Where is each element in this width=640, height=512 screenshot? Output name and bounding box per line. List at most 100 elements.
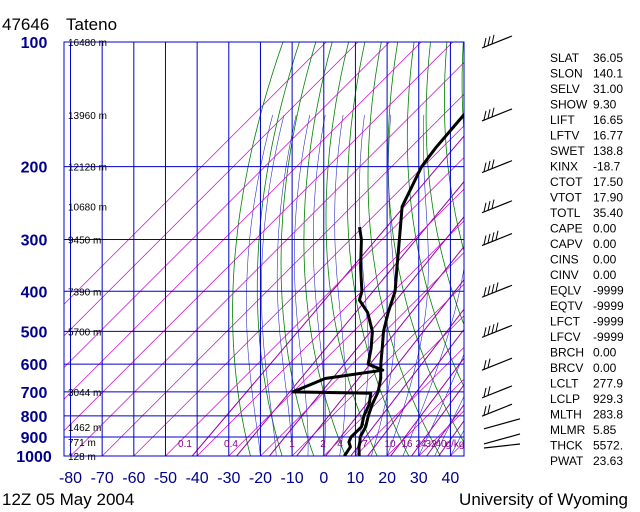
index-value: 17.90 — [593, 191, 623, 205]
index-name: VTOT — [550, 191, 582, 205]
dry-adiabat — [406, 42, 464, 388]
index-name: SWET — [550, 144, 585, 158]
mixing-ratio-label: 32 — [425, 439, 437, 450]
wind-barb-flag — [483, 287, 487, 297]
wind-barb-flag — [487, 404, 491, 414]
isotherm — [165, 157, 464, 456]
wind-barb-flag — [483, 162, 487, 172]
index-name: BRCV — [550, 361, 583, 375]
wind-barb — [483, 433, 521, 445]
pressure-tick-label: 700 — [21, 385, 48, 402]
dry-adiabat — [425, 42, 464, 326]
wind-barb-staff — [483, 433, 521, 445]
index-name: CINV — [550, 268, 579, 282]
index-name: KINX — [550, 160, 578, 174]
isotherm — [323, 315, 464, 456]
wind-barb-flag — [483, 37, 487, 48]
wind-barb — [483, 443, 521, 449]
grid — [63, 41, 465, 457]
wind-barb-flag — [483, 235, 487, 245]
pressure-tick-label: 900 — [21, 430, 48, 447]
wind-barb-staff — [481, 385, 513, 399]
wind-barb-staff — [481, 357, 513, 371]
wind-barb — [481, 159, 513, 174]
temperature-tick-label: 20 — [378, 470, 396, 487]
temperature-tick-label: -20 — [249, 470, 272, 487]
moist-adiabat — [371, 114, 396, 456]
isotherm — [101, 93, 464, 456]
index-name: LFTV — [550, 129, 579, 143]
wind-barb-flag — [495, 230, 499, 240]
mixing-ratio-label: 0.1 — [178, 439, 192, 450]
station-id: 47646 — [2, 15, 49, 34]
mixing-ratio-line — [191, 135, 464, 456]
wind-barb — [481, 230, 513, 247]
index-value: -9999 — [593, 284, 624, 298]
temperature-tick-label: -40 — [186, 470, 209, 487]
index-name: LCLP — [550, 392, 580, 406]
moist-adiabat — [418, 353, 464, 456]
height-label: 10680 m — [68, 203, 107, 214]
temperature-tick-label: -10 — [281, 470, 304, 487]
isotherm — [291, 283, 464, 456]
profiles — [291, 112, 464, 456]
stability-indices: SLAT 36.05 SLON 140.1 SELV 31.00 SHOW 9.30 LIFT 1… — [550, 51, 624, 468]
index-name: CAPE — [550, 222, 583, 236]
wind-barb-staff — [481, 403, 513, 417]
wind-barb-flag — [487, 201, 491, 211]
index-value: 0.00 — [593, 361, 617, 375]
index-name: SHOW — [550, 98, 588, 112]
moist-adiabat — [276, 114, 297, 456]
index-value: 35.40 — [593, 206, 623, 220]
index-value: 283.8 — [593, 408, 623, 422]
index-value: 23.63 — [593, 454, 623, 468]
temperature-tick-label: -70 — [91, 470, 114, 487]
index-value: 16.65 — [593, 113, 623, 127]
index-name: SELV — [550, 82, 580, 96]
pressure-tick-label: 400 — [21, 284, 48, 301]
wind-barb-flag — [487, 325, 491, 335]
mixing-ratio-line — [296, 245, 464, 456]
wind-barb — [481, 34, 513, 49]
index-name: LFCV — [550, 330, 581, 344]
index-value: 9.30 — [593, 98, 617, 112]
dry-adiabat — [346, 42, 410, 456]
wind-barb-flag — [487, 386, 491, 396]
height-label: 9450 m — [68, 236, 101, 247]
index-name: SLON — [550, 67, 583, 81]
index-value: 0.00 — [593, 237, 617, 251]
wind-barbs — [481, 34, 521, 449]
index-value: 0.00 — [593, 253, 617, 267]
pressure-tick-label: 100 — [21, 35, 48, 52]
index-name: CTOT — [550, 175, 583, 189]
wind-barb — [481, 322, 513, 338]
isotherm — [196, 188, 464, 456]
isotherm — [386, 378, 464, 456]
wind-barb — [481, 385, 513, 399]
index-value: 277.9 — [593, 377, 623, 391]
wind-barb-flag — [487, 36, 491, 46]
height-label: 12128 m — [68, 163, 107, 174]
wind-barb-flag — [487, 109, 491, 119]
plot-frame — [63, 41, 465, 457]
index-value: -18.7 — [593, 160, 621, 174]
wind-barb-flag — [491, 199, 495, 209]
mixing-ratio-label: 16 — [401, 439, 413, 450]
index-value: 0.00 — [593, 268, 617, 282]
wind-barb-staff — [481, 284, 513, 298]
temperature-tick-label: 0 — [319, 470, 328, 487]
wind-barb — [481, 199, 513, 214]
height-label: 13960 m — [68, 111, 107, 122]
index-name: LIFT — [550, 113, 575, 127]
moist-adiabat — [334, 114, 346, 456]
mixing-ratio-line — [367, 328, 464, 456]
index-value: 0.00 — [593, 346, 617, 360]
wind-barb-flag — [491, 283, 495, 294]
index-name: MLMR — [550, 423, 586, 437]
height-label: 7390 m — [68, 287, 101, 298]
index-value: 138.8 — [593, 144, 623, 158]
wind-barb-flag — [487, 233, 491, 244]
dry-adiabat — [444, 42, 464, 253]
wind-barb-flag — [495, 282, 499, 292]
